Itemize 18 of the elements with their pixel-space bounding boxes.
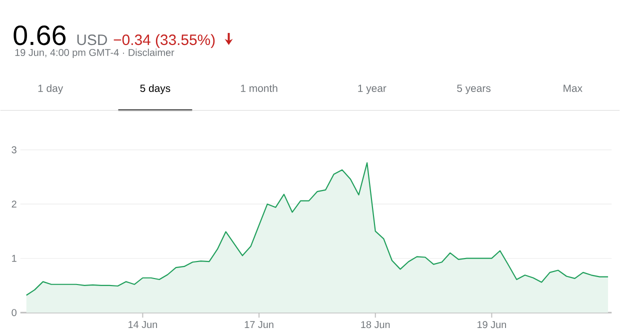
- x-tick-label: 14 Jun: [128, 321, 157, 328]
- text: 1 month: [240, 84, 278, 92]
- text: 5 days: [140, 84, 170, 94]
- y-tick-label: 0: [12, 309, 16, 316]
- text: USD: [77, 34, 107, 46]
- text: 5 years: [457, 84, 491, 94]
- chart-title: 0.66: [14, 26, 66, 46]
- text: 1 day: [38, 84, 64, 94]
- text: Max: [564, 84, 582, 92]
- text: 1 year: [358, 84, 386, 94]
- text: 19 Jun, 4:00 pm GMT-4 · Disclaimer: [15, 48, 174, 58]
- x-tick-label: 19 Jun: [478, 321, 506, 328]
- x-tick-label: 17 Jun: [244, 321, 274, 328]
- text: −0.34 (33.55%): [114, 34, 215, 48]
- x-tick-label: 18 Jun: [361, 321, 390, 328]
- y-tick-label: 1: [12, 255, 16, 262]
- y-tick-label: 3: [12, 146, 16, 154]
- y-tick-label: 2: [12, 200, 16, 208]
